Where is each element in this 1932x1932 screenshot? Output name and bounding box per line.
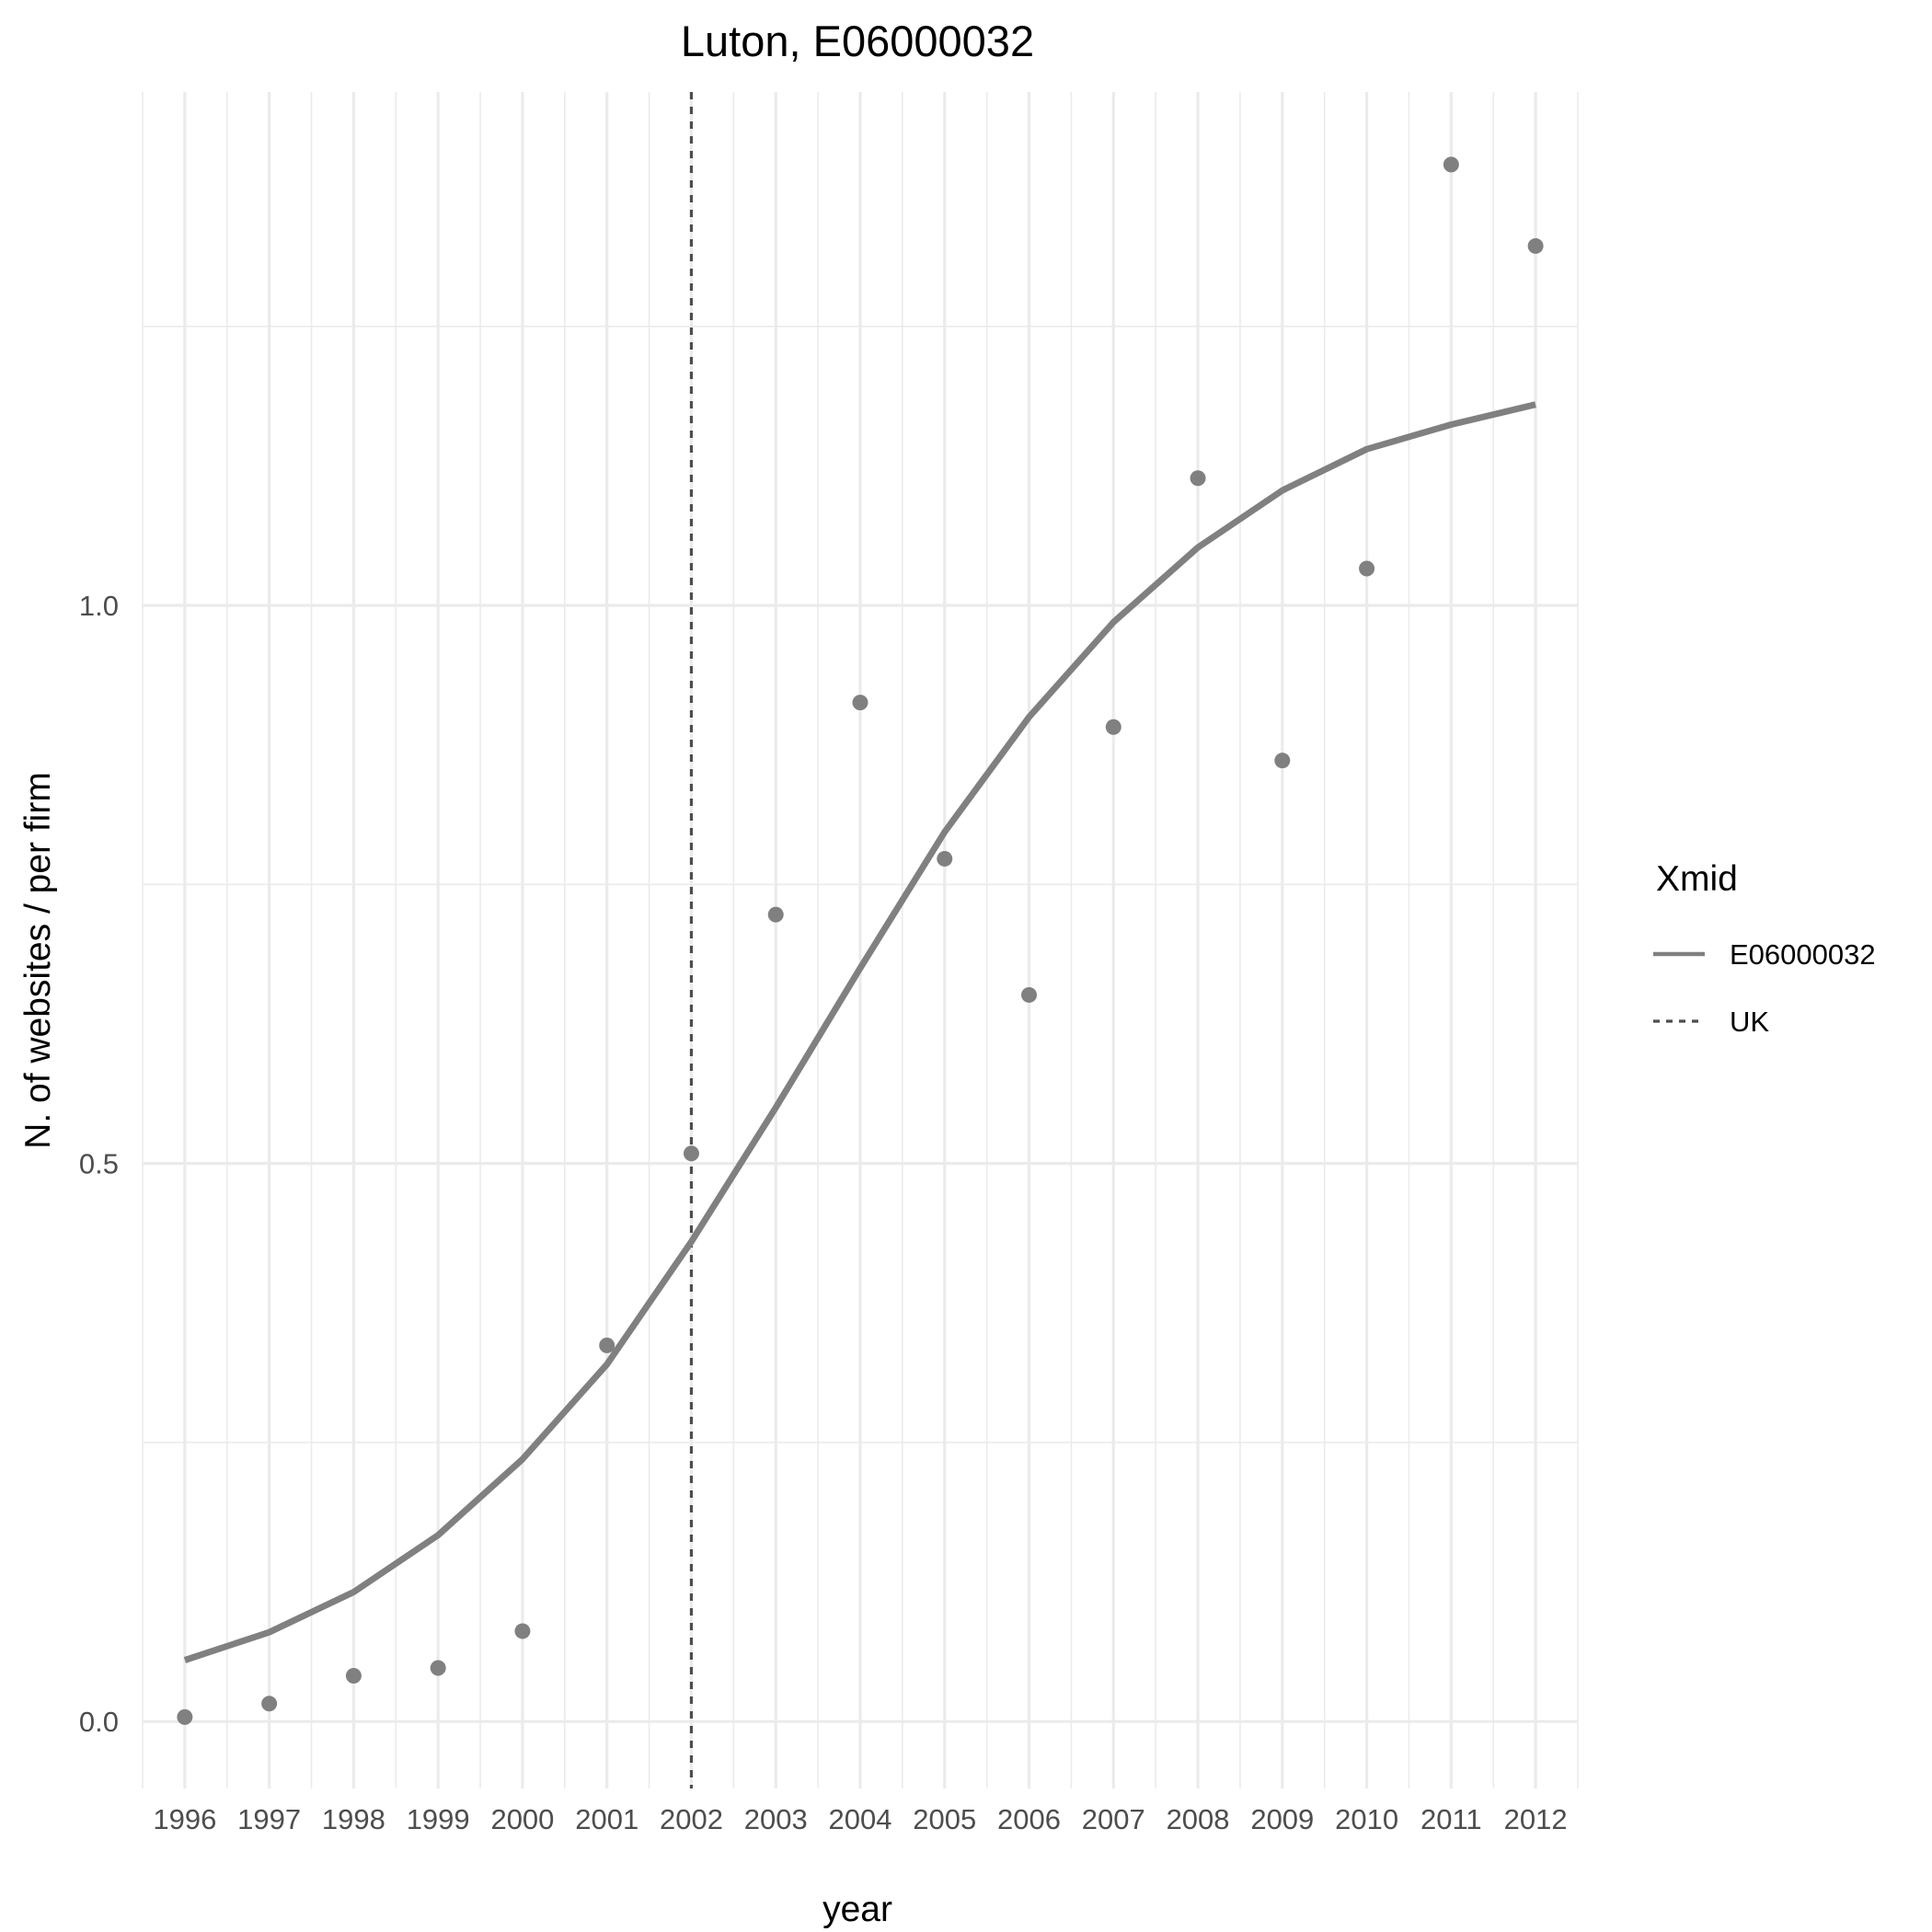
series-layer (177, 156, 1544, 1725)
y-tick-label: 0.0 (79, 1706, 119, 1738)
data-point (430, 1660, 446, 1676)
data-point (1105, 719, 1121, 735)
data-point (261, 1696, 278, 1712)
y-tick-label: 1.0 (79, 590, 119, 622)
data-point (1359, 560, 1375, 577)
y-axis-title: N. of websites / per firm (18, 772, 58, 1149)
legend-label: UK (1730, 1006, 1769, 1038)
data-point (514, 1623, 531, 1639)
x-tick-label: 2001 (575, 1803, 638, 1835)
data-point (177, 1708, 193, 1725)
x-tick-label: 2005 (913, 1803, 976, 1835)
legend: Xmid E06000032 UK (1653, 859, 1876, 1038)
data-point (1274, 753, 1291, 769)
data-point (852, 695, 868, 711)
series-line-e06000032 (183, 401, 1536, 1663)
data-point (599, 1337, 615, 1353)
data-point (1190, 470, 1206, 487)
x-tick-label: 1997 (237, 1803, 301, 1835)
legend-entries: E06000032 UK (1653, 938, 1876, 1038)
x-axis-title: year (822, 1890, 892, 1929)
x-tick-label: 2012 (1504, 1803, 1568, 1835)
x-tick-label: 2003 (744, 1803, 808, 1835)
x-tick-label: 2010 (1335, 1803, 1398, 1835)
y-tick-label: 0.5 (79, 1148, 119, 1180)
data-point (937, 850, 953, 867)
y-axis-ticks: 0.0 0.5 1.0 (79, 590, 119, 1738)
data-point (1021, 986, 1038, 1003)
data-point (767, 906, 784, 923)
x-tick-label: 2009 (1250, 1803, 1314, 1835)
x-tick-label: 1999 (407, 1803, 470, 1835)
x-tick-label: 1998 (322, 1803, 385, 1835)
x-tick-label: 2000 (490, 1803, 554, 1835)
legend-label: E06000032 (1730, 938, 1876, 971)
x-tick-label: 2011 (1420, 1803, 1482, 1835)
data-point (683, 1145, 699, 1162)
x-tick-label: 2007 (1082, 1803, 1145, 1835)
x-tick-label: 2002 (660, 1803, 723, 1835)
legend-title: Xmid (1656, 859, 1738, 899)
x-axis-ticks: 1996 1997 1998 1999 2000 2001 2002 2003 2004 2005… (153, 1803, 1567, 1835)
x-tick-label: 2006 (997, 1803, 1061, 1835)
grid (142, 92, 1579, 1788)
data-point (1527, 237, 1544, 254)
x-tick-label: 1996 (153, 1803, 216, 1835)
x-tick-label: 2008 (1167, 1803, 1230, 1835)
chart-title: Luton, E06000032 (681, 17, 1034, 65)
data-point (1443, 156, 1459, 173)
data-point (345, 1667, 362, 1684)
x-tick-label: 2004 (829, 1803, 892, 1835)
